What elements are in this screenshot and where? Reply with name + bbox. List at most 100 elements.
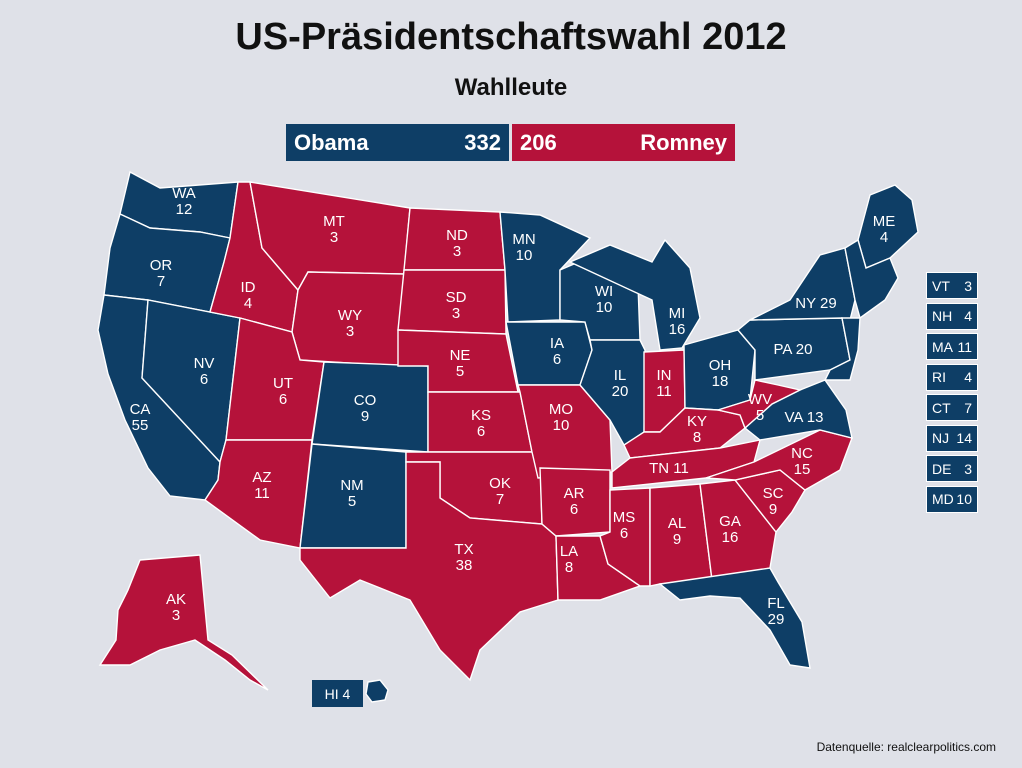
state-code-MT: MT — [323, 213, 345, 230]
state-ev-MS: 6 — [620, 525, 628, 542]
state-code-WA: WA — [172, 185, 196, 202]
state-ev-KY: 8 — [693, 429, 701, 446]
state-code-NC: NC — [791, 445, 813, 462]
state-code-GA: GA — [719, 513, 741, 530]
state-ev-NV: 6 — [200, 371, 208, 388]
state-code-AZ: AZ — [252, 469, 271, 486]
state-ev-OR: 7 — [157, 273, 165, 290]
state-IA[interactable] — [505, 321, 593, 386]
obama-votes: 332 — [464, 129, 501, 155]
state-code-WV: WV — [748, 391, 772, 408]
state-ev-KS: 6 — [477, 423, 485, 440]
hawaii-box[interactable]: HI 4 — [312, 680, 363, 707]
data-source: Datenquelle: realclearpolitics.com — [816, 740, 996, 754]
state-GA[interactable] — [699, 479, 777, 581]
state-box-NH[interactable]: NH 4 — [926, 302, 978, 330]
state-label-NY: NY 29 — [795, 295, 836, 312]
state-code-OH: OH — [709, 357, 732, 374]
state-ev-MI: 16 — [669, 321, 686, 338]
state-label-TN: TN 11 — [649, 460, 689, 477]
page-subtitle: Wahlleute — [454, 74, 568, 101]
state-code-AK: AK — [166, 591, 186, 608]
state-code-ND: ND — [446, 227, 468, 244]
state-TN[interactable] — [611, 439, 761, 489]
state-ev-UT: 6 — [279, 391, 287, 408]
state-code-OK: OK — [489, 475, 511, 492]
state-TX[interactable] — [299, 461, 559, 682]
state-label-PA: PA 20 — [774, 341, 813, 358]
state-box-DE[interactable]: DE 3 — [926, 455, 978, 482]
page-title: US-Präsidentschaftswahl 2012 — [235, 16, 787, 58]
state-ev-WV: 5 — [756, 407, 764, 424]
state-box-code: NJ — [932, 430, 950, 446]
state-ev-IN: 11 — [656, 383, 672, 400]
state-ev-GA: 16 — [722, 529, 739, 546]
state-code-AL: AL — [668, 515, 686, 532]
romney-name: Romney — [640, 129, 727, 155]
state-ev-AL: 9 — [673, 531, 681, 548]
state-box-CT[interactable]: CT 7 — [926, 394, 978, 421]
state-ev-FL: 29 — [768, 611, 785, 628]
state-code-ID: ID — [241, 279, 256, 296]
state-code-KS: KS — [471, 407, 491, 424]
state-box-ev: 4 — [964, 369, 972, 385]
state-box-ev: 7 — [964, 399, 972, 416]
state-AK[interactable] — [98, 554, 269, 691]
state-mid-atlantic[interactable] — [823, 317, 861, 381]
state-ev-MN: 10 — [516, 247, 533, 264]
obama-name: Obama — [294, 129, 369, 155]
romney-tally: 206 Romney — [512, 124, 735, 161]
state-code-ME: ME — [873, 213, 896, 230]
state-box-code: MA — [932, 338, 953, 355]
state-ev-SD: 3 — [452, 305, 460, 322]
state-box-MD[interactable]: MD 10 — [926, 485, 978, 513]
state-ev-AZ: 11 — [254, 485, 270, 502]
state-ev-TX: 38 — [456, 557, 473, 574]
state-code-LA: LA — [560, 543, 578, 560]
state-code-SC: SC — [763, 485, 784, 502]
state-ev-WY: 3 — [346, 323, 354, 340]
state-ev-NC: 15 — [794, 461, 811, 478]
state-code-UT: UT — [273, 375, 293, 392]
state-ev-ID: 4 — [244, 295, 252, 312]
state-ev-AK: 3 — [172, 607, 180, 624]
state-MI[interactable] — [568, 238, 701, 351]
state-ev-NM: 5 — [348, 493, 356, 510]
state-code-NE: NE — [450, 347, 471, 364]
romney-votes: 206 — [520, 129, 557, 155]
state-WV[interactable] — [715, 379, 803, 430]
state-box-ev: 3 — [964, 460, 972, 477]
state-box-code: NH — [932, 308, 953, 324]
state-code-OR: OR — [150, 257, 173, 274]
state-code-IL: IL — [614, 367, 627, 384]
state-new-england[interactable] — [844, 238, 899, 320]
state-code-FL: FL — [767, 595, 785, 612]
state-code-NV: NV — [194, 355, 215, 372]
state-box-RI[interactable]: RI 4 — [926, 363, 978, 391]
state-ev-IL: 20 — [612, 383, 629, 400]
state-HI-islands[interactable] — [365, 679, 389, 703]
state-box-MA[interactable]: MA 11 — [926, 333, 978, 360]
state-label-VA: VA 13 — [785, 409, 824, 426]
state-ev-LA: 8 — [565, 559, 573, 576]
state-code-MO: MO — [549, 401, 573, 418]
state-code-IN: IN — [657, 367, 672, 384]
state-ev-MT: 3 — [330, 229, 338, 246]
state-box-code: DE — [932, 460, 952, 477]
state-box-ev: 4 — [964, 308, 972, 324]
state-box-code: RI — [932, 369, 946, 385]
state-ev-OH: 18 — [712, 373, 729, 390]
state-ev-IA: 6 — [553, 351, 561, 368]
state-ev-MO: 10 — [553, 417, 570, 434]
state-code-CO: CO — [354, 392, 377, 409]
state-ev-ME: 4 — [880, 229, 888, 246]
state-box-VT[interactable]: VT 3 — [926, 272, 978, 299]
state-ev-CA: 55 — [132, 417, 149, 434]
state-AR[interactable] — [539, 467, 611, 537]
state-code-TX: TX — [454, 541, 473, 558]
state-box-NJ[interactable]: NJ 14 — [926, 424, 978, 452]
state-ev-NE: 5 — [456, 363, 464, 380]
state-box-code: MD — [932, 491, 954, 507]
state-FL[interactable] — [658, 567, 811, 669]
